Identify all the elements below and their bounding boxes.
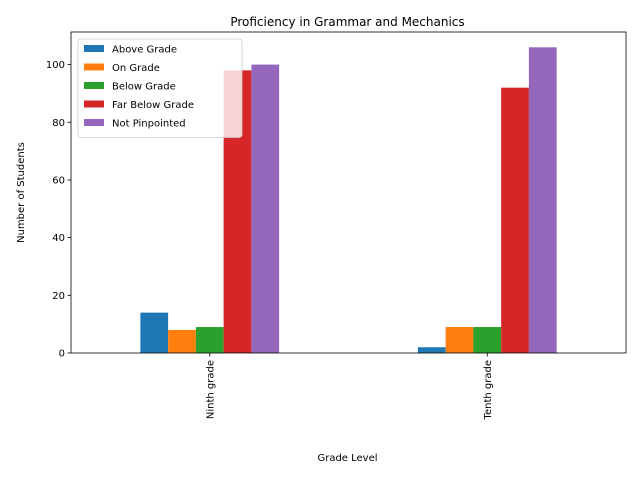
legend-swatch bbox=[84, 63, 104, 71]
legend-label: Far Below Grade bbox=[112, 100, 194, 111]
y-tick-label: 80 bbox=[52, 118, 65, 129]
bar-far-below-grade-tenth-grade bbox=[501, 87, 529, 353]
bar-on-grade-ninth-grade bbox=[168, 329, 196, 353]
y-tick-label: 60 bbox=[52, 175, 65, 186]
legend-label: Below Grade bbox=[112, 82, 176, 93]
plot-frame bbox=[70, 31, 627, 354]
y-tick-label: 20 bbox=[52, 291, 65, 302]
y-tick-label: 100 bbox=[46, 60, 65, 71]
x-tick-label: Ninth grade bbox=[205, 360, 216, 419]
y-tick-label: 40 bbox=[52, 233, 65, 244]
bar-below-grade-tenth-grade bbox=[473, 327, 502, 353]
x-axis: Ninth grade Tenth grade bbox=[205, 353, 494, 420]
legend: Above Grade On Grade Below Grade Far Below … bbox=[77, 38, 243, 138]
bar-not-pinpointed-tenth-grade bbox=[528, 47, 557, 354]
legend-swatch bbox=[84, 45, 104, 52]
y-axis: 0 20 40 60 80 100 bbox=[46, 60, 71, 360]
legend-box bbox=[77, 38, 243, 138]
bar-not-pinpointed-ninth-grade bbox=[251, 64, 280, 353]
bar-above-grade-tenth-grade bbox=[417, 347, 446, 353]
legend-label: Above Grade bbox=[112, 45, 177, 56]
bars-group bbox=[140, 47, 557, 354]
legend-label: On Grade bbox=[112, 63, 160, 74]
bar-above-grade-ninth-grade bbox=[140, 312, 169, 353]
bar-on-grade-tenth-grade bbox=[445, 327, 474, 353]
x-tick-label: Tenth grade bbox=[483, 360, 494, 420]
chart-title: Proficiency in Grammar and Mechanics bbox=[230, 15, 464, 29]
legend-label: Not Pinpointed bbox=[112, 119, 186, 130]
y-tick-label: 0 bbox=[59, 349, 65, 360]
legend-swatch bbox=[84, 119, 104, 126]
bar-below-grade-ninth-grade bbox=[195, 327, 224, 353]
y-axis-label: Number of Students bbox=[16, 142, 27, 243]
legend-swatch bbox=[84, 100, 104, 108]
x-axis-label: Grade Level bbox=[317, 453, 377, 464]
legend-swatch bbox=[84, 82, 104, 89]
